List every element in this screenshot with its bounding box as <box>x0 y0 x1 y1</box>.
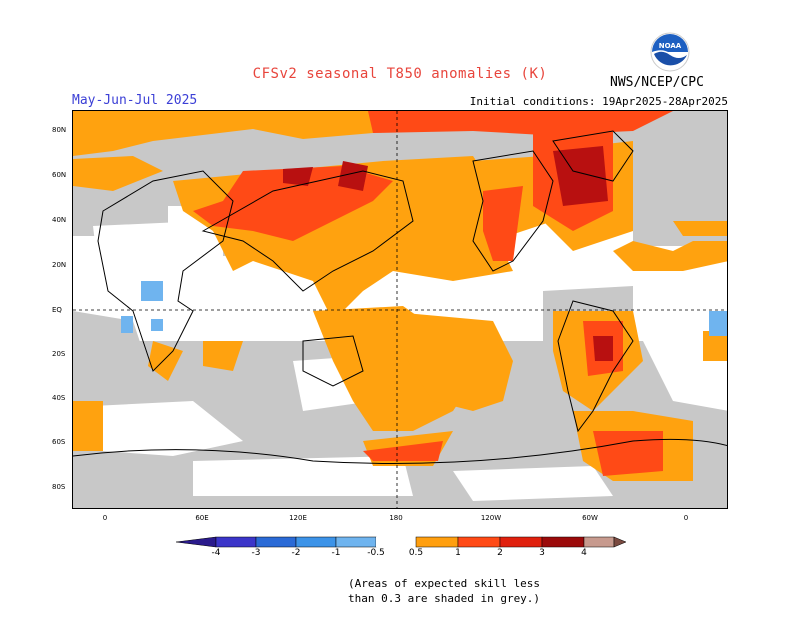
x-axis-label: 0 <box>683 514 689 522</box>
colorbar-label: -4 <box>211 548 221 558</box>
skill-note-line1: (Areas of expected skill less <box>348 577 541 590</box>
season-label: May-Jun-Jul 2025 <box>72 93 198 108</box>
grid-lines <box>73 111 727 508</box>
noaa-logo-icon: NOAA <box>650 32 690 72</box>
y-axis-label: 20S <box>52 350 66 358</box>
colorbar-label: 0.5 <box>408 548 424 558</box>
y-axis-label: EQ <box>52 306 62 314</box>
map-canvas <box>73 111 727 508</box>
colorbar-label: -1 <box>331 548 341 558</box>
colorbar-label: -2 <box>291 548 301 558</box>
y-axis-label: 20N <box>52 261 67 269</box>
y-axis-label: 60N <box>52 171 67 179</box>
skill-note-line2: than 0.3 are shaded in grey.) <box>348 592 541 605</box>
agency-label: NWS/NCEP/CPC <box>610 75 704 90</box>
x-axis-label: 120E <box>289 514 307 522</box>
x-axis-label: 60E <box>195 514 209 522</box>
y-axis-label: 80N <box>52 126 67 134</box>
x-axis-label: 120W <box>480 514 502 522</box>
colorbar-label: 2 <box>497 548 503 558</box>
x-axis-label: 180 <box>389 514 403 522</box>
colorbar-label: 4 <box>581 548 587 558</box>
colorbar <box>176 536 626 548</box>
colorbar-label: -3 <box>251 548 261 558</box>
coastlines <box>73 130 727 464</box>
anomaly-map <box>72 110 728 509</box>
colorbar-label: 3 <box>539 548 545 558</box>
x-axis-label: 0 <box>102 514 108 522</box>
skill-note: (Areas of expected skill less than 0.3 a… <box>348 576 540 606</box>
colorbar-label: -0.5 <box>367 548 385 558</box>
x-axis-label: 60W <box>582 514 598 522</box>
y-axis-label: 60S <box>52 438 66 446</box>
initial-conditions: Initial conditions: 19Apr2025-28Apr2025 <box>469 95 728 108</box>
blue-anomaly-areas <box>121 281 727 336</box>
y-axis-label: 80S <box>52 483 66 491</box>
y-axis-label: 40N <box>52 216 67 224</box>
y-axis-label: 40S <box>52 394 66 402</box>
colorbar-label: 1 <box>455 548 461 558</box>
logo-text: NOAA <box>659 42 682 50</box>
chart-title: CFSv2 seasonal T850 anomalies (K) <box>252 66 548 82</box>
